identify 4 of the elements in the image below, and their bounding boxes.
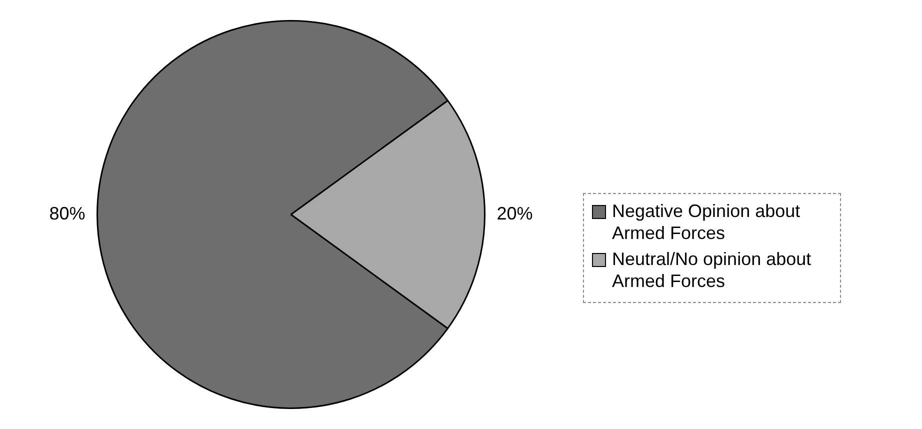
legend-label: Neutral/No opinion about Armed Forces xyxy=(612,248,812,292)
data-label: 80% xyxy=(49,203,86,224)
data-label: 20% xyxy=(496,203,533,224)
legend-label: Negative Opinion about Armed Forces xyxy=(612,200,802,244)
